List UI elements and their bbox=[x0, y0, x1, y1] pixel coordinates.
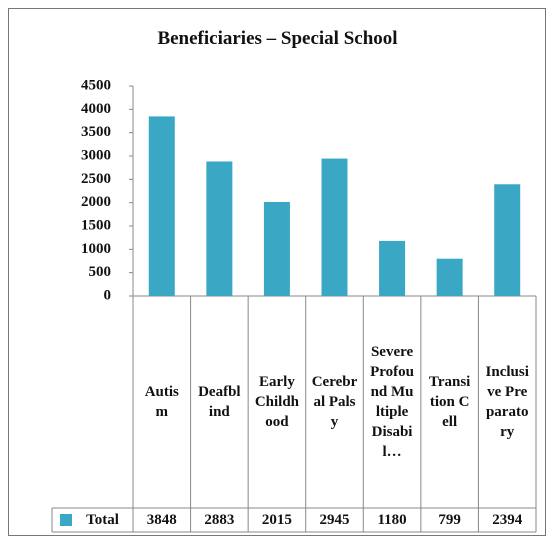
category-label: Early Childhood bbox=[254, 374, 300, 430]
y-tick-label: 4500 bbox=[81, 77, 111, 93]
table-value: 2883 bbox=[204, 512, 235, 528]
table-value: 1180 bbox=[377, 512, 407, 528]
bar bbox=[321, 158, 348, 296]
y-tick-label: 0 bbox=[104, 287, 112, 303]
category-label: Inclusive Preparatory bbox=[485, 364, 529, 440]
y-tick-label: 2500 bbox=[81, 171, 111, 187]
y-tick-label: 4000 bbox=[81, 101, 111, 117]
legend-key bbox=[60, 514, 72, 526]
category-label: Severe Profound Multiple Disabil… bbox=[370, 344, 414, 460]
y-tick-label: 3500 bbox=[81, 124, 111, 140]
table-value: 2015 bbox=[261, 512, 292, 528]
bar bbox=[206, 161, 233, 296]
table-value: 2394 bbox=[492, 512, 523, 528]
category-label: Autism bbox=[144, 384, 179, 420]
legend-label: Total bbox=[86, 512, 119, 528]
category-label: Deafblind bbox=[198, 384, 241, 420]
table-value: 799 bbox=[438, 512, 461, 528]
bar bbox=[263, 201, 290, 296]
category-label: Transition Cell bbox=[428, 374, 471, 430]
y-tick-label: 500 bbox=[89, 264, 112, 280]
chart-frame bbox=[8, 8, 546, 536]
table-value: 3848 bbox=[146, 512, 177, 528]
bar bbox=[494, 184, 521, 296]
table-value: 2945 bbox=[319, 512, 350, 528]
y-tick-label: 1500 bbox=[81, 217, 111, 233]
bar bbox=[148, 116, 175, 296]
bar bbox=[379, 240, 406, 296]
bar bbox=[436, 258, 463, 296]
y-tick-label: 2000 bbox=[81, 194, 111, 210]
category-label: Cerebral Palsy bbox=[311, 374, 358, 430]
y-tick-label: 1000 bbox=[81, 241, 111, 257]
y-tick-label: 3000 bbox=[81, 147, 111, 163]
chart-title: Beneficiaries – Special School bbox=[157, 28, 398, 49]
